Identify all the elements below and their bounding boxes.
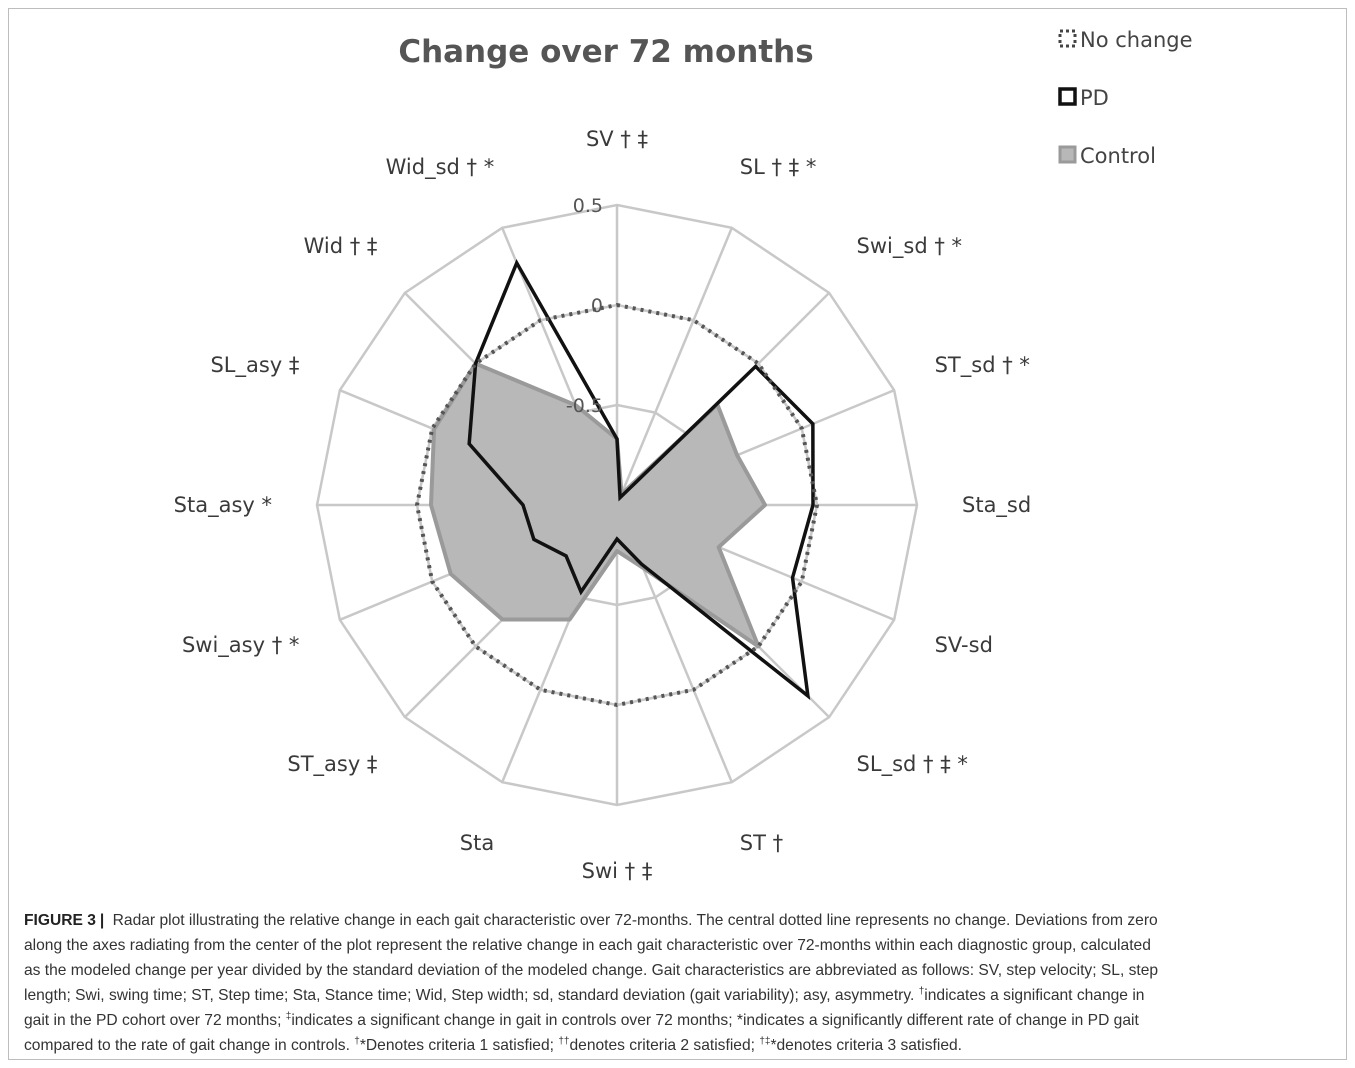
series-layer xyxy=(414,258,820,708)
legend-swatch xyxy=(1058,87,1077,106)
axis-label-sta-sd: Sta_sd xyxy=(962,493,1031,518)
axis-label-sta-asy: Sta_asy * xyxy=(174,493,272,518)
axis-label-sta: Sta xyxy=(460,831,494,855)
caption-text-6d: *denotes criteria 3 satisfied. xyxy=(770,1037,962,1054)
legend: No change PD Control xyxy=(1058,28,1193,168)
series-pd xyxy=(467,258,815,700)
double-dagger-mark: ‡ xyxy=(285,1011,292,1022)
axis-label-sv-sd: SV-sd xyxy=(935,633,993,657)
legend-item-no-change: No change xyxy=(1058,28,1193,52)
caption-text-6c: denotes criteria 2 satisfied; xyxy=(569,1037,755,1054)
axis-label-sv: SV † ‡ xyxy=(586,127,648,151)
series-no-change xyxy=(414,302,820,708)
legend-label: No change xyxy=(1080,28,1193,52)
tick-label: 0 xyxy=(591,295,603,317)
axis-label-wid: Wid † ‡ xyxy=(304,234,378,258)
axis-label-sl-asy: SL_asy ‡ xyxy=(210,353,299,378)
caption-text-5b: indicates a significant change in gait i… xyxy=(291,1012,1139,1029)
axis-label-wid-sd: Wid_sd † * xyxy=(386,155,495,180)
caption-line-4: length; Swi, swing time; ST, Step time; … xyxy=(24,983,1336,1008)
criteria-3-mark: †‡ xyxy=(759,1036,771,1047)
axis-label-sl-sd: SL_sd † ‡ * xyxy=(857,752,968,777)
caption-text-4: length; Swi, swing time; ST, Step time; … xyxy=(24,987,915,1004)
axis-label-st-asy: ST_asy ‡ xyxy=(287,752,377,777)
figure-label: FIGURE 3 xyxy=(24,912,96,929)
tick-labels: -0.5 0 0.5 xyxy=(566,195,603,417)
axis-labels: SV † ‡ SL † ‡ * Swi_sd † * ST_sd † * Sta_sd S… xyxy=(174,127,1032,883)
caption-text-1: Radar plot illustrating the relative cha… xyxy=(112,912,1158,929)
chart-title: Change over 72 months xyxy=(398,34,813,70)
tick-label: 0.5 xyxy=(573,195,603,217)
caption-line-3: as the modeled change per year divided b… xyxy=(24,962,1159,979)
caption-line-2: along the axes radiating from the center… xyxy=(24,937,1151,954)
caption-line-6: compared to the rate of gait change in c… xyxy=(24,1033,1336,1058)
radar-chart: Change over 72 months -0.5 0 0.5 SV † ‡ SL … xyxy=(174,28,1193,883)
axis-label-swi-asy: Swi_asy † * xyxy=(182,633,299,658)
axis-label-st: ST † xyxy=(740,831,783,855)
dagger-mark: † xyxy=(918,986,925,997)
criteria-2-mark: †† xyxy=(558,1036,570,1047)
caption-line-1: FIGURE 3 | Radar plot illustrating the re… xyxy=(24,908,1336,933)
figure-caption: FIGURE 3 | Radar plot illustrating the re… xyxy=(24,908,1336,1058)
legend-swatch xyxy=(1058,145,1077,164)
caption-line-5: gait in the PD cohort over 72 months; ‡i… xyxy=(24,1008,1336,1033)
caption-text-6b: *Denotes criteria 1 satisfied; xyxy=(359,1037,554,1054)
criteria-1-mark: † xyxy=(354,1036,360,1047)
tick-label: -0.5 xyxy=(566,395,603,417)
figure-frame xyxy=(8,8,1347,1060)
axis-label-sl: SL † ‡ * xyxy=(740,155,817,179)
caption-text-5a: gait in the PD cohort over 72 months; xyxy=(24,1012,282,1029)
figure-separator: | xyxy=(99,912,105,929)
axis-label-st-sd: ST_sd † * xyxy=(935,353,1030,378)
spoke-sl xyxy=(615,227,733,506)
axis-label-swi-sd: Swi_sd † * xyxy=(857,234,962,259)
legend-item-pd: PD xyxy=(1058,86,1109,110)
legend-label: PD xyxy=(1080,86,1109,110)
caption-text-6a: compared to the rate of gait change in c… xyxy=(24,1037,350,1054)
legend-item-control: Control xyxy=(1058,144,1156,168)
axis-label-swi: Swi † ‡ xyxy=(582,859,653,883)
caption-text-4b: indicates a significant change in xyxy=(924,987,1145,1004)
legend-label: Control xyxy=(1080,144,1156,168)
legend-swatch xyxy=(1058,29,1077,48)
